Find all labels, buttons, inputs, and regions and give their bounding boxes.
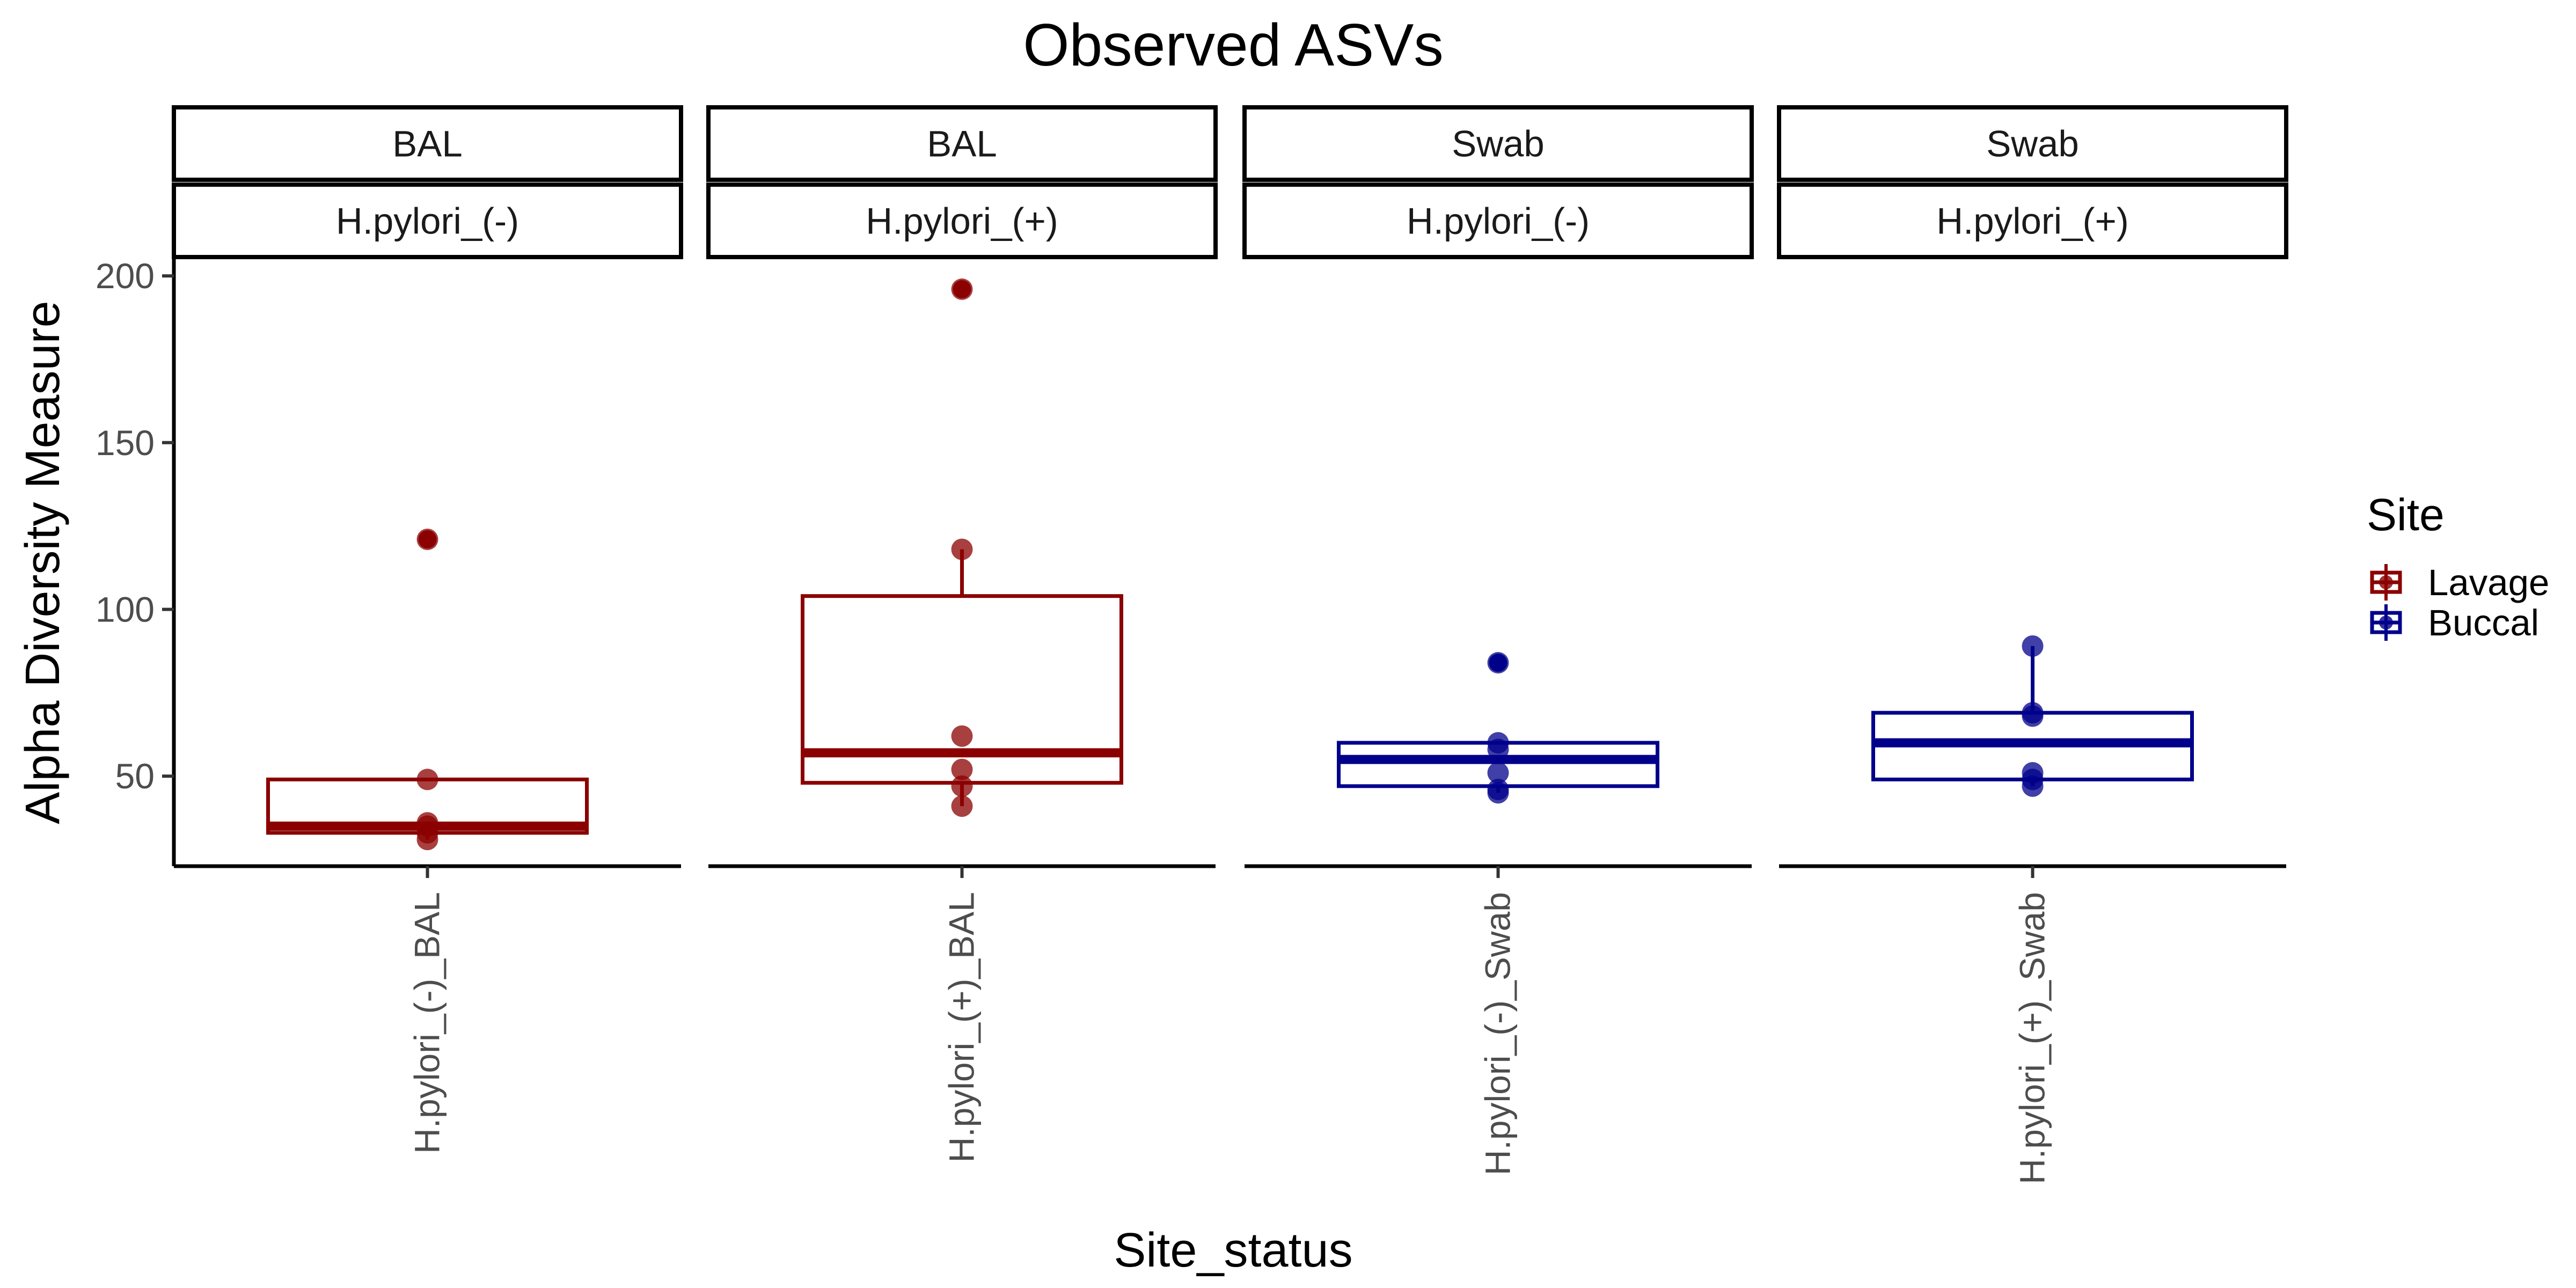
data-point xyxy=(951,775,973,797)
strip-bottom-box xyxy=(706,182,1218,259)
facet-panel-1: BAL H.pylori_(-) H.pylori_(-)_BAL xyxy=(172,105,683,1154)
legend-title: Site xyxy=(2367,489,2445,540)
y-tick-label: 100 xyxy=(96,590,155,630)
strip-top-box xyxy=(172,105,683,182)
data-point xyxy=(416,829,438,851)
data-point xyxy=(416,529,438,550)
facet-panels: BAL H.pylori_(-) H.pylori_(-)_BAL BAL H.pylo… xyxy=(172,105,2288,1184)
y-tick-label: 200 xyxy=(96,256,155,296)
x-axis-title: Site_status xyxy=(1114,1224,1352,1277)
legend-key-point xyxy=(2379,575,2393,589)
data-point xyxy=(2022,635,2044,657)
data-point xyxy=(951,795,973,817)
data-point xyxy=(2022,705,2044,727)
y-tick-label: 50 xyxy=(115,756,155,796)
strip-top-box xyxy=(706,105,1218,182)
x-tick-label: H.pylori_(+)_Swab xyxy=(2012,892,2052,1184)
strip-bottom-label: H.pylori_(-) xyxy=(1407,201,1590,242)
data-point xyxy=(2022,775,2044,797)
legend-key-point xyxy=(2379,616,2393,630)
data-point xyxy=(951,758,973,780)
facet-panel-3: Swab H.pylori_(-) H.pylori_(-)_Swab xyxy=(1242,105,1754,1175)
strip-top-label: BAL xyxy=(392,123,462,165)
strip-bottom-box xyxy=(172,182,683,259)
y-axis-title: Alpha Diversity Measure xyxy=(16,301,70,824)
data-point xyxy=(416,769,438,791)
x-tick-label: H.pylori_(+)_BAL xyxy=(942,892,982,1162)
data-point xyxy=(951,278,973,300)
x-tick-label: H.pylori_(-)_BAL xyxy=(407,892,447,1154)
data-point xyxy=(1487,738,1509,760)
y-axis: 50 100 150 200 xyxy=(96,256,176,866)
chart-title: Observed ASVs xyxy=(1023,12,1444,78)
strip-bottom-box xyxy=(1242,182,1754,259)
data-point xyxy=(951,538,973,560)
strip-bottom-label: H.pylori_(-) xyxy=(336,201,519,242)
strip-top-label: Swab xyxy=(1452,123,1545,165)
strip-top-box xyxy=(1242,105,1754,182)
data-point xyxy=(1487,652,1509,674)
x-tick-label: H.pylori_(-)_Swab xyxy=(1478,892,1518,1175)
strip-top-label: Swab xyxy=(1986,123,2079,165)
strip-top-label: BAL xyxy=(927,123,997,165)
data-point xyxy=(951,725,973,747)
strip-bottom-label: H.pylori_(+) xyxy=(1936,201,2129,242)
legend-label-buccal: Buccal xyxy=(2428,602,2539,643)
legend-label-lavage: Lavage xyxy=(2428,562,2549,603)
data-point xyxy=(1487,762,1509,784)
strip-top-box xyxy=(1777,105,2288,182)
facet-panel-2: BAL H.pylori_(+) H.pylori_(+)_BAL xyxy=(706,105,1218,1162)
facet-panel-4: Swab H.pylori_(+) H.pylori_(+)_Swab xyxy=(1777,105,2288,1184)
data-point xyxy=(1487,782,1509,804)
strip-bottom-box xyxy=(1777,182,2288,259)
y-tick-label: 150 xyxy=(96,423,155,463)
strip-bottom-label: H.pylori_(+) xyxy=(866,201,1058,242)
